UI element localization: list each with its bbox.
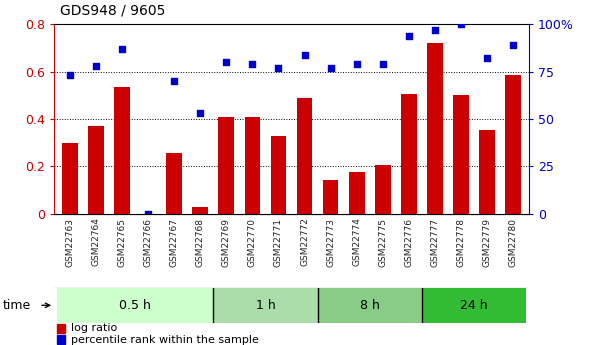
Text: GSM22766: GSM22766 bbox=[144, 218, 153, 267]
Point bbox=[248, 61, 257, 67]
Bar bbox=[57, 324, 66, 333]
Bar bbox=[349, 172, 365, 214]
Text: GSM22779: GSM22779 bbox=[483, 218, 492, 267]
Bar bbox=[505, 75, 521, 214]
Bar bbox=[297, 98, 313, 214]
Text: 1 h: 1 h bbox=[255, 299, 275, 312]
Point bbox=[221, 59, 231, 65]
Point bbox=[326, 65, 335, 70]
Point bbox=[404, 33, 413, 38]
Point bbox=[65, 72, 75, 78]
Bar bbox=[401, 94, 416, 214]
Point bbox=[195, 110, 205, 116]
Text: GSM22776: GSM22776 bbox=[404, 218, 413, 267]
Text: GSM22780: GSM22780 bbox=[508, 218, 517, 267]
Point bbox=[273, 65, 283, 70]
Text: GSM22771: GSM22771 bbox=[274, 218, 283, 267]
Bar bbox=[317, 288, 422, 323]
Point bbox=[169, 78, 179, 84]
Text: GSM22764: GSM22764 bbox=[91, 218, 100, 266]
Text: GDS948 / 9605: GDS948 / 9605 bbox=[60, 3, 165, 17]
Point bbox=[117, 46, 127, 51]
Bar bbox=[270, 136, 286, 214]
Bar bbox=[213, 288, 317, 323]
Point bbox=[378, 61, 388, 67]
Bar bbox=[57, 335, 66, 344]
Text: 24 h: 24 h bbox=[460, 299, 488, 312]
Point bbox=[300, 52, 310, 57]
Bar bbox=[375, 165, 391, 214]
Point bbox=[508, 42, 518, 48]
Text: percentile rank within the sample: percentile rank within the sample bbox=[71, 335, 259, 345]
Bar bbox=[218, 117, 234, 214]
Bar bbox=[192, 207, 208, 214]
Text: GSM22777: GSM22777 bbox=[430, 218, 439, 267]
Text: GSM22768: GSM22768 bbox=[196, 218, 205, 267]
Text: GSM22772: GSM22772 bbox=[300, 218, 309, 266]
Text: GSM22770: GSM22770 bbox=[248, 218, 257, 267]
Text: GSM22767: GSM22767 bbox=[169, 218, 178, 267]
Text: GSM22769: GSM22769 bbox=[222, 218, 231, 267]
Bar bbox=[88, 126, 103, 214]
Point bbox=[483, 56, 492, 61]
Bar bbox=[56, 288, 213, 323]
Text: log ratio: log ratio bbox=[71, 323, 117, 333]
Text: GSM22765: GSM22765 bbox=[117, 218, 126, 267]
Text: GSM22763: GSM22763 bbox=[66, 218, 75, 267]
Bar bbox=[114, 87, 130, 214]
Text: GSM22774: GSM22774 bbox=[352, 218, 361, 266]
Bar bbox=[245, 117, 260, 214]
Point bbox=[143, 211, 153, 217]
Text: GSM22778: GSM22778 bbox=[457, 218, 466, 267]
Bar bbox=[323, 179, 338, 214]
Bar bbox=[422, 288, 526, 323]
Point bbox=[352, 61, 362, 67]
Bar bbox=[453, 95, 469, 214]
Bar bbox=[427, 43, 443, 214]
Text: 8 h: 8 h bbox=[360, 299, 380, 312]
Bar bbox=[62, 143, 78, 214]
Text: GSM22775: GSM22775 bbox=[378, 218, 387, 267]
Bar bbox=[480, 130, 495, 214]
Point bbox=[430, 27, 440, 32]
Text: GSM22773: GSM22773 bbox=[326, 218, 335, 267]
Text: time: time bbox=[3, 299, 31, 312]
Text: 0.5 h: 0.5 h bbox=[119, 299, 151, 312]
Point bbox=[91, 63, 100, 69]
Point bbox=[456, 21, 466, 27]
Bar bbox=[166, 154, 182, 214]
